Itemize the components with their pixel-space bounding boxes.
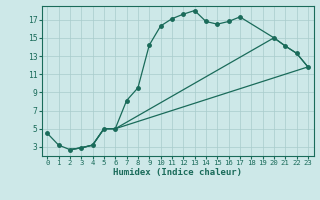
X-axis label: Humidex (Indice chaleur): Humidex (Indice chaleur)	[113, 168, 242, 177]
